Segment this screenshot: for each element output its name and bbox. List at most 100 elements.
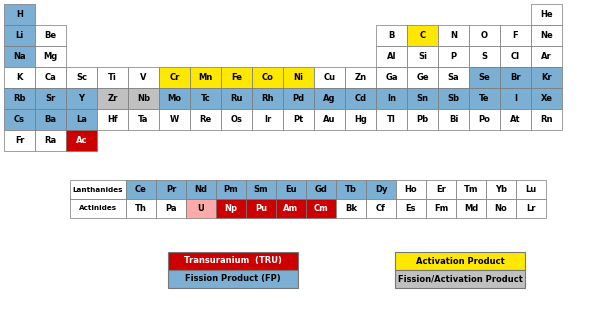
Text: Cm: Cm xyxy=(314,204,328,213)
Bar xyxy=(438,67,469,88)
Bar xyxy=(345,109,376,130)
Text: Eu: Eu xyxy=(285,185,297,194)
Text: Nd: Nd xyxy=(195,185,207,194)
Text: Fission Product (FP): Fission Product (FP) xyxy=(185,275,281,284)
Bar xyxy=(407,88,438,109)
Bar xyxy=(407,46,438,67)
Bar xyxy=(500,46,531,67)
Bar xyxy=(35,46,66,67)
Text: Tb: Tb xyxy=(345,185,357,194)
Text: Rh: Rh xyxy=(261,94,274,103)
Text: I: I xyxy=(514,94,517,103)
Text: Y: Y xyxy=(78,94,84,103)
Text: Cd: Cd xyxy=(355,94,367,103)
Text: N: N xyxy=(450,31,457,40)
Text: Br: Br xyxy=(510,73,521,82)
Text: Se: Se xyxy=(479,73,491,82)
Bar xyxy=(66,109,97,130)
Bar xyxy=(252,67,283,88)
Bar xyxy=(221,88,252,109)
Text: Sm: Sm xyxy=(254,185,268,194)
Text: Sa: Sa xyxy=(447,73,459,82)
Text: Am: Am xyxy=(283,204,298,213)
Bar xyxy=(246,180,276,199)
Bar xyxy=(486,180,516,199)
Text: Na: Na xyxy=(13,52,26,61)
Text: Sr: Sr xyxy=(46,94,56,103)
Bar xyxy=(407,25,438,46)
Text: Ba: Ba xyxy=(44,115,56,124)
Bar xyxy=(190,88,221,109)
Text: Sc: Sc xyxy=(76,73,87,82)
Bar xyxy=(407,67,438,88)
Text: Fr: Fr xyxy=(15,136,24,145)
Bar xyxy=(190,67,221,88)
Bar xyxy=(531,25,562,46)
Bar xyxy=(314,88,345,109)
Bar xyxy=(456,199,486,218)
Text: Be: Be xyxy=(44,31,56,40)
Text: Mg: Mg xyxy=(43,52,58,61)
Bar xyxy=(35,25,66,46)
Bar xyxy=(376,25,407,46)
Text: Ar: Ar xyxy=(541,52,552,61)
Bar xyxy=(156,199,186,218)
Bar xyxy=(438,88,469,109)
Text: Co: Co xyxy=(262,73,273,82)
Bar xyxy=(376,46,407,67)
Text: He: He xyxy=(540,10,553,19)
Bar xyxy=(190,109,221,130)
Text: O: O xyxy=(481,31,488,40)
Bar xyxy=(35,88,66,109)
Bar xyxy=(276,199,306,218)
Bar xyxy=(97,109,128,130)
Bar xyxy=(283,67,314,88)
Bar xyxy=(4,67,35,88)
Text: H: H xyxy=(16,10,23,19)
Bar xyxy=(516,199,546,218)
Text: Bi: Bi xyxy=(449,115,458,124)
Text: Np: Np xyxy=(225,204,237,213)
Text: Cr: Cr xyxy=(170,73,180,82)
Bar xyxy=(66,130,97,151)
Bar xyxy=(438,46,469,67)
Bar xyxy=(252,109,283,130)
Bar xyxy=(306,199,336,218)
Bar xyxy=(531,67,562,88)
Bar xyxy=(469,88,500,109)
Bar xyxy=(221,109,252,130)
Text: Po: Po xyxy=(479,115,491,124)
Bar xyxy=(531,109,562,130)
Bar xyxy=(336,199,366,218)
Text: Er: Er xyxy=(436,185,446,194)
Text: Th: Th xyxy=(135,204,147,213)
Bar xyxy=(345,88,376,109)
Bar xyxy=(246,199,276,218)
Bar xyxy=(66,88,97,109)
Text: Fission/Activation Product: Fission/Activation Product xyxy=(398,275,522,284)
Bar xyxy=(216,199,246,218)
Bar xyxy=(128,67,159,88)
Bar xyxy=(4,46,35,67)
Text: Pm: Pm xyxy=(223,185,238,194)
Bar xyxy=(216,180,246,199)
Text: Tl: Tl xyxy=(387,115,396,124)
Text: Tc: Tc xyxy=(201,94,210,103)
Bar xyxy=(70,180,126,199)
Bar xyxy=(159,67,190,88)
Bar xyxy=(456,180,486,199)
Text: Zn: Zn xyxy=(355,73,367,82)
Text: Mn: Mn xyxy=(198,73,213,82)
Bar xyxy=(35,130,66,151)
Text: Sb: Sb xyxy=(447,94,459,103)
Text: Ti: Ti xyxy=(108,73,117,82)
Text: Activation Product: Activation Product xyxy=(416,257,504,266)
Text: Ho: Ho xyxy=(405,185,418,194)
Text: Md: Md xyxy=(464,204,478,213)
Text: Ru: Ru xyxy=(230,94,243,103)
Bar xyxy=(500,25,531,46)
Bar xyxy=(426,199,456,218)
Bar xyxy=(426,180,456,199)
Bar xyxy=(516,180,546,199)
Text: Mo: Mo xyxy=(168,94,181,103)
